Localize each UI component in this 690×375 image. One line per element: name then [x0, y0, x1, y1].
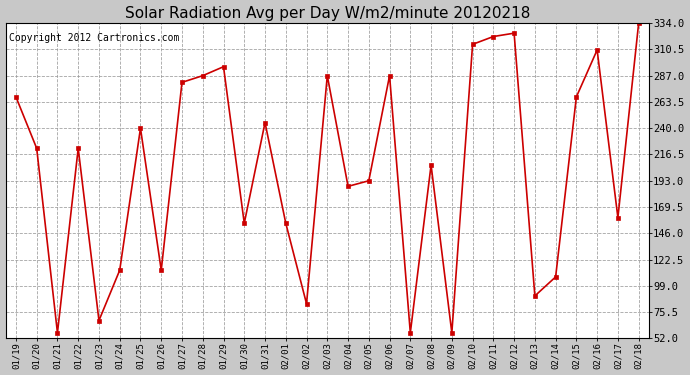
Text: Copyright 2012 Cartronics.com: Copyright 2012 Cartronics.com	[9, 33, 179, 43]
Title: Solar Radiation Avg per Day W/m2/minute 20120218: Solar Radiation Avg per Day W/m2/minute …	[125, 6, 530, 21]
